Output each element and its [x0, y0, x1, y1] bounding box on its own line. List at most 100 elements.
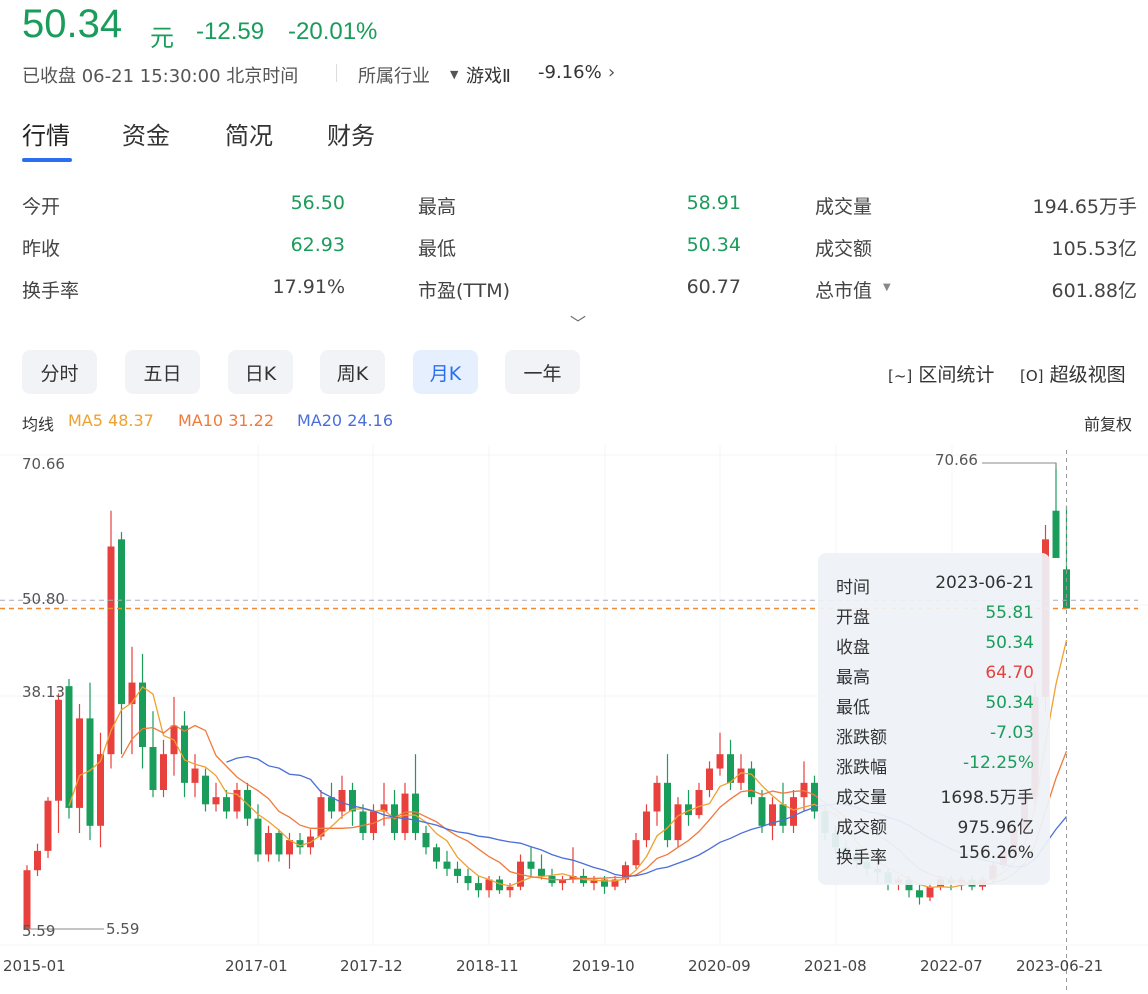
stat-label: 今开 [22, 196, 61, 218]
candle-up [716, 754, 724, 769]
candle-down [275, 832, 283, 855]
tooltip-row: 涨跌幅 -12.25% [836, 753, 1034, 778]
stat-label[interactable]: 总市值 [815, 280, 873, 302]
candle-up [44, 800, 52, 851]
adjust-mode-button[interactable]: 前复权 [1084, 415, 1133, 434]
range-stats-button[interactable]: [~] 区间统计 [888, 360, 994, 387]
tooltip-value: 50.34 [985, 633, 1034, 653]
candle-down [496, 879, 503, 891]
industry-name[interactable]: 游戏Ⅱ [466, 66, 511, 87]
x-tick-label: 2022-07 [920, 957, 983, 975]
tooltip-row: 涨跌额 -7.03 [836, 723, 1034, 748]
tooltip-value: 1698.5万手 [940, 788, 1034, 808]
stat-value: 601.88亿 [1051, 280, 1137, 302]
tooltip-value: 55.81 [985, 603, 1034, 623]
tooltip-label: 涨跌额 [836, 728, 887, 748]
chevron-right-icon[interactable]: › [608, 62, 616, 83]
candle-down [527, 861, 535, 869]
candle-up [34, 850, 41, 871]
period-monthly-k[interactable]: 月K [413, 350, 478, 394]
current-price: 50.34 [22, 2, 123, 46]
candle-down [202, 775, 209, 805]
divider [336, 64, 337, 82]
price-change: -12.59 [196, 18, 265, 45]
candle-up [380, 804, 388, 812]
candle-up [506, 886, 514, 891]
tooltip-value: 50.34 [985, 693, 1034, 713]
candle-up [790, 797, 797, 826]
price-change-pct: -20.01% [288, 18, 378, 45]
period-weekly-k[interactable]: 周K [320, 350, 385, 394]
industry-change: -9.16% [538, 62, 602, 83]
candle-down [601, 879, 608, 887]
tooltip-label: 成交量 [836, 788, 887, 808]
stat-value: 17.91% [272, 276, 345, 298]
candle-up [233, 789, 241, 812]
tooltip-row: 收盘 50.34 [836, 633, 1034, 658]
y-label-mid: 38.13 [22, 683, 65, 701]
tab-market[interactable]: 行情 [22, 122, 70, 150]
candle-up [674, 804, 682, 841]
tooltip-value: 2023-06-21 [935, 573, 1034, 593]
period-intraday[interactable]: 分时 [22, 350, 97, 394]
caret-down-icon[interactable]: ▼ [450, 68, 459, 81]
candle-up [97, 754, 104, 826]
candle-up [485, 879, 493, 891]
candle-up [128, 682, 136, 705]
tooltip-label: 涨跌幅 [836, 758, 887, 778]
stat-value: 62.93 [290, 234, 345, 256]
candle-down [475, 883, 482, 891]
tooltip-label: 成交额 [836, 818, 887, 838]
market-status: 已收盘 06-21 15:30:00 北京时间 [22, 66, 299, 87]
x-tick-label: 2023-06-21 [1016, 957, 1104, 975]
tab-funds[interactable]: 资金 [122, 122, 170, 150]
candle-up [800, 782, 808, 798]
range-stats-label: 区间统计 [918, 364, 995, 386]
ma10-legend: MA10 31.22 [178, 411, 274, 430]
candle-down [181, 725, 188, 783]
stat-label: 成交额 [815, 238, 873, 260]
candle-up [695, 789, 703, 816]
tooltip-label: 开盘 [836, 608, 870, 628]
tooltip-row: 开盘 55.81 [836, 603, 1034, 628]
candle-down [359, 811, 367, 833]
candle-down [748, 768, 755, 798]
candle-down [916, 890, 923, 898]
candle-down [664, 782, 671, 841]
stat-label: 市盈(TTM) [418, 280, 511, 302]
candle-down [86, 718, 94, 826]
super-view-button[interactable]: [O] 超级视图 [1020, 360, 1126, 387]
tab-profile[interactable]: 简况 [225, 122, 273, 150]
candle-tooltip: 时间 2023-06-21 开盘 55.81 收盘 50.34 最高 64.70 最低 50.34… [818, 553, 1050, 885]
candle-up [401, 793, 409, 833]
candle-down [1052, 510, 1060, 558]
period-1year[interactable]: 一年 [505, 350, 580, 394]
x-tick-label: 2015-01 [3, 957, 66, 975]
tooltip-label: 最低 [836, 698, 870, 718]
candle-up [926, 886, 934, 898]
tooltip-value: 64.70 [985, 663, 1034, 683]
stat-label: 换手率 [22, 280, 80, 302]
tooltip-value: -7.03 [990, 723, 1034, 743]
candle-down [433, 847, 440, 862]
tab-finance[interactable]: 财务 [327, 122, 375, 150]
max-marker-line [982, 462, 1057, 469]
period-5day[interactable]: 五日 [125, 350, 200, 394]
candle-up [286, 840, 293, 855]
max-marker-label: 70.66 [935, 451, 978, 469]
caret-down-icon[interactable]: ▼ [883, 282, 891, 293]
candle-up [590, 879, 598, 884]
expand-chevron-icon[interactable]: ﹀ [570, 314, 587, 333]
candle-down [758, 797, 766, 826]
period-daily-k[interactable]: 日K [228, 350, 293, 394]
ma20-legend: MA20 24.16 [297, 411, 393, 430]
industry-label[interactable]: 所属行业 [358, 66, 430, 87]
tooltip-label: 最高 [836, 668, 870, 688]
stat-value: 194.65万手 [1032, 196, 1137, 218]
candle-up [160, 754, 167, 790]
fullscreen-icon: [O] [1020, 367, 1044, 385]
candle-down [139, 682, 146, 748]
candle-up [632, 840, 640, 866]
stat-value: 105.53亿 [1051, 238, 1137, 260]
x-tick-label: 2018-11 [456, 957, 519, 975]
